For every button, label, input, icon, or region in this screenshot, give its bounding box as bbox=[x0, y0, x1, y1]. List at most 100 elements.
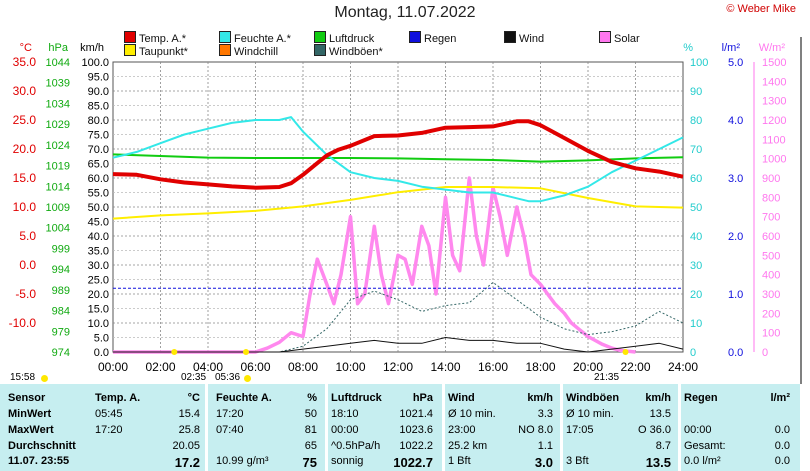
table-cell: 0.0 bbox=[774, 424, 790, 436]
tick-label-humidity: 10 bbox=[690, 318, 702, 330]
sunset-time: 21:35 bbox=[594, 372, 620, 383]
table-cell: 1023.6 bbox=[399, 424, 433, 436]
tick-label-time: 08:00 bbox=[288, 360, 318, 374]
tick-label-time: 04:00 bbox=[193, 360, 223, 374]
tick-label-wind: 0.0 bbox=[94, 347, 109, 359]
table-cell: MinWert bbox=[8, 408, 52, 420]
axis-unit-solar: W/m² bbox=[759, 42, 786, 54]
tick-label-wind: 20.0 bbox=[88, 289, 109, 301]
tick-label-temp: 25.0 bbox=[13, 113, 37, 127]
table-cell: O 36.0 bbox=[637, 424, 671, 436]
tick-label-time: 10:00 bbox=[335, 360, 365, 374]
sunrise-time-2: 05:36 bbox=[215, 372, 241, 383]
tick-label-wind: 95.0 bbox=[88, 72, 109, 84]
sun-icon bbox=[41, 375, 48, 382]
legend-item-wind[interactable]: Wind bbox=[504, 31, 544, 45]
tick-label-solar: 400 bbox=[762, 270, 780, 282]
table-cell: 25.8 bbox=[178, 424, 200, 436]
legend-swatch bbox=[504, 31, 516, 43]
tick-label-wind: 75.0 bbox=[88, 130, 109, 142]
table-cell: 1 Bft bbox=[448, 455, 471, 467]
table-column-separator bbox=[442, 384, 445, 471]
tick-label-humidity: 100 bbox=[690, 57, 708, 69]
tick-label-solar: 800 bbox=[762, 192, 780, 204]
table-cell: 10.99 g/m³ bbox=[216, 455, 269, 467]
tick-label-solar: 600 bbox=[762, 231, 780, 243]
table-cell: 25.2 km bbox=[448, 440, 488, 452]
table-cell: 3.0 bbox=[534, 455, 553, 470]
tick-label-solar: 1400 bbox=[762, 76, 786, 88]
legend-swatch bbox=[314, 31, 326, 43]
legend-item-solar[interactable]: Solar bbox=[599, 31, 640, 45]
tick-label-wind: 25.0 bbox=[88, 275, 109, 287]
tick-label-humidity: 70 bbox=[690, 144, 702, 156]
tick-label-time: 24:00 bbox=[668, 360, 698, 374]
tick-label-wind: 40.0 bbox=[88, 231, 109, 243]
tick-label-pressure: 984 bbox=[52, 306, 70, 318]
tick-label-time: 18:00 bbox=[525, 360, 555, 374]
table-cell: 20.05 bbox=[172, 440, 200, 452]
tick-label-wind: 45.0 bbox=[88, 217, 109, 229]
tick-label-rain: 5.0 bbox=[728, 57, 743, 69]
tick-label-time: 16:00 bbox=[478, 360, 508, 374]
sun-time-left: 15:58 bbox=[10, 372, 36, 383]
tick-label-solar: 700 bbox=[762, 212, 780, 224]
legend-item-windchill[interactable]: Windchill bbox=[219, 44, 278, 58]
table-cell: 13.5 bbox=[649, 408, 671, 420]
tick-label-wind: 80.0 bbox=[88, 115, 109, 127]
table-cell: 05:45 bbox=[95, 408, 123, 420]
tick-label-time: 22:00 bbox=[620, 360, 650, 374]
tick-label-wind: 90.0 bbox=[88, 86, 109, 98]
table-cell: 00:00 bbox=[684, 424, 712, 436]
legend-item-pressure[interactable]: Luftdruck bbox=[314, 31, 374, 45]
legend-item-gusts[interactable]: Windböen* bbox=[314, 44, 383, 58]
table-cell: 3 Bft bbox=[566, 455, 589, 467]
tick-label-wind: 30.0 bbox=[88, 260, 109, 272]
series-line-solar bbox=[113, 176, 636, 354]
summary-table: Sensor Temp. A. °C Feuchte A.% Luftdruck hPa W… bbox=[0, 384, 800, 471]
legend-item-humidity[interactable]: Feuchte A.* bbox=[219, 31, 291, 45]
tick-label-wind: 10.0 bbox=[88, 318, 109, 330]
tick-label-rain: 1.0 bbox=[728, 289, 743, 301]
table-cell: 17:20 bbox=[95, 424, 123, 436]
table-cell: 65 bbox=[304, 440, 317, 452]
table-column-separator bbox=[205, 384, 208, 471]
tick-label-humidity: 80 bbox=[690, 115, 702, 127]
table-cell: 11.07. 23:55 bbox=[8, 455, 70, 467]
sun-marker bbox=[171, 349, 178, 355]
series-line-luftdruck bbox=[112, 153, 684, 163]
tick-label-wind: 85.0 bbox=[88, 101, 109, 113]
tick-label-wind: 100.0 bbox=[81, 57, 109, 69]
tick-label-temp: 20.0 bbox=[13, 142, 37, 156]
table-column-separator bbox=[678, 384, 681, 471]
tick-label-temp: 5.0 bbox=[19, 229, 36, 243]
tick-label-time: 12:00 bbox=[383, 360, 413, 374]
tick-label-humidity: 50 bbox=[690, 202, 702, 214]
tick-label-pressure: 979 bbox=[52, 326, 70, 338]
tick-label-temp: -5.0 bbox=[15, 287, 36, 301]
table-cell: 1022.2 bbox=[399, 440, 433, 452]
axis-unit-pressure: hPa bbox=[48, 42, 68, 54]
series-line-taupunkt bbox=[112, 186, 684, 220]
legend-item-dewpoint[interactable]: Taupunkt* bbox=[124, 44, 188, 58]
tick-label-pressure: 1024 bbox=[46, 140, 70, 152]
tick-label-wind: 70.0 bbox=[88, 144, 109, 156]
tick-label-pressure: 1004 bbox=[46, 223, 70, 235]
table-cell: 3.3 bbox=[537, 408, 553, 420]
series-line-temp-a bbox=[112, 119, 684, 190]
table-cell: 75 bbox=[302, 455, 317, 470]
table-cell: Durchschnitt bbox=[8, 440, 76, 452]
table-header-cell: Luftdruck bbox=[331, 392, 382, 404]
table-cell: Ø 10 min. bbox=[448, 408, 496, 420]
table-cell: 07:40 bbox=[216, 424, 244, 436]
legend-swatch bbox=[599, 31, 611, 43]
tick-label-time: 00:00 bbox=[98, 360, 128, 374]
legend-swatch bbox=[409, 31, 421, 43]
legend-item-rain[interactable]: Regen bbox=[409, 31, 456, 45]
legend-item-temp[interactable]: Temp. A.* bbox=[124, 31, 186, 45]
tick-label-solar: 200 bbox=[762, 308, 780, 320]
tick-label-pressure: 1034 bbox=[46, 98, 70, 110]
axis-unit-humidity: % bbox=[683, 42, 693, 54]
tick-label-humidity: 0 bbox=[690, 347, 696, 359]
